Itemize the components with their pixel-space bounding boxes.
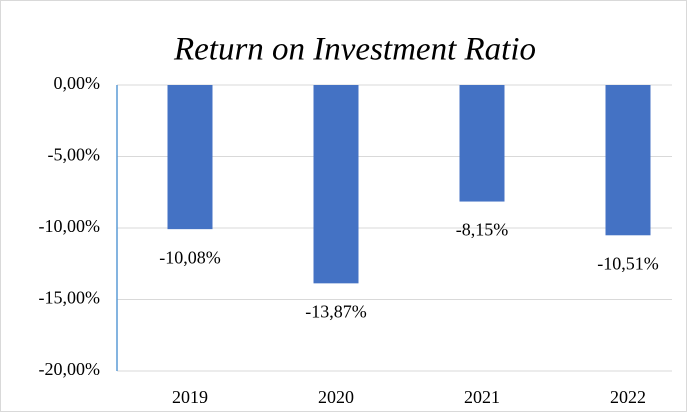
y-tick-label: -5,00% <box>48 145 101 165</box>
bar <box>459 85 505 202</box>
x-tick-label: 2022 <box>610 387 646 407</box>
data-label: -8,15% <box>456 220 509 240</box>
x-tick-label: 2021 <box>464 387 500 407</box>
y-tick-label: -10,00% <box>39 216 101 236</box>
data-label: -13,87% <box>305 301 367 321</box>
bar <box>167 85 213 230</box>
y-tick-label: -20,00% <box>39 359 101 379</box>
bar <box>313 85 359 284</box>
y-tick-label: 0,00% <box>54 73 101 93</box>
x-tick-label: 2019 <box>172 387 208 407</box>
chart-title: Return on Investment Ratio <box>173 32 536 68</box>
data-label: -10,51% <box>597 253 659 273</box>
x-tick-label: 2020 <box>318 387 354 407</box>
bar <box>605 85 651 236</box>
y-tick-label: -15,00% <box>39 288 101 308</box>
data-label: -10,08% <box>159 247 221 267</box>
